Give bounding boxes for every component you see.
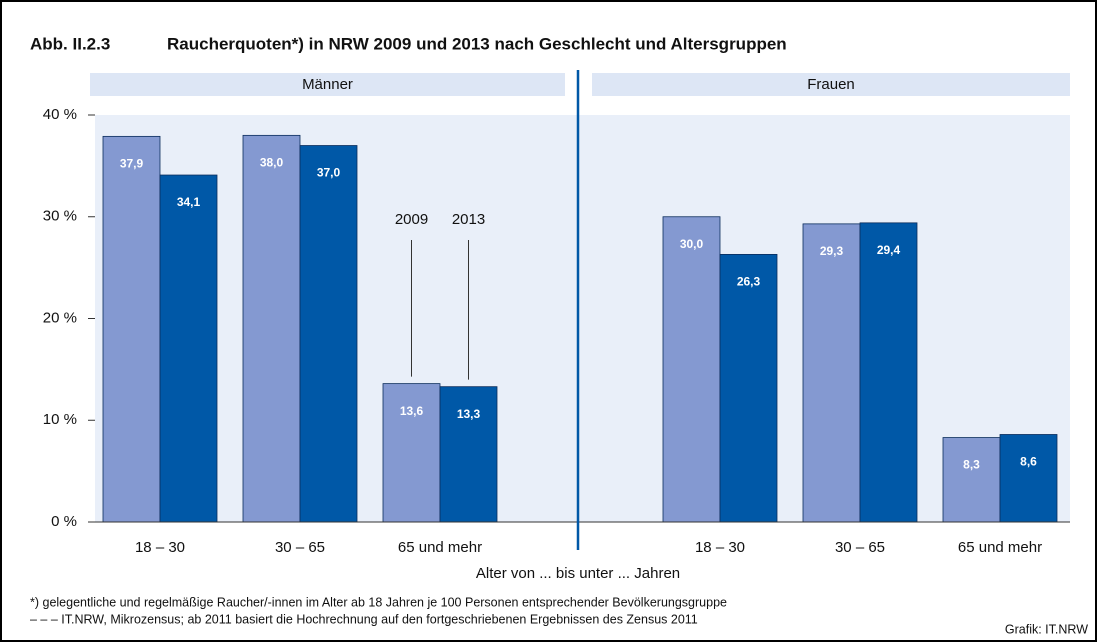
value-label: 29,3 — [820, 244, 844, 258]
legend-label: 2013 — [452, 211, 485, 228]
legend-label: 2009 — [395, 211, 428, 228]
value-label: 30,0 — [680, 237, 704, 251]
source: Grafik: IT.NRW — [1005, 622, 1088, 636]
bar — [439, 386, 498, 523]
panel-header — [90, 73, 565, 96]
x-tick-label: 30 – 65 — [835, 539, 885, 556]
value-label: 37,0 — [317, 166, 341, 180]
value-label: 38,0 — [260, 156, 284, 170]
value-label: 8,6 — [1020, 455, 1037, 469]
panel-header — [592, 73, 1070, 96]
plot-background — [95, 115, 1070, 522]
bar — [662, 216, 721, 523]
y-tick-label: 30 % — [43, 208, 77, 225]
value-label: 34,1 — [177, 195, 201, 209]
y-tick-label: 20 % — [43, 309, 77, 326]
value-label: 29,4 — [877, 243, 901, 257]
footnote: – – – IT.NRW, Mikrozensus; ab 2011 basie… — [30, 612, 698, 626]
panel-title: Frauen — [807, 76, 855, 93]
value-label: 13,6 — [400, 404, 424, 418]
figure-number: Abb. II.2.3 — [30, 34, 110, 53]
x-tick-label: 65 und mehr — [398, 539, 482, 556]
bar — [942, 437, 1001, 523]
bar — [242, 134, 301, 523]
bar — [802, 223, 861, 523]
chart-title: Raucherquoten*) in NRW 2009 und 2013 nac… — [167, 34, 787, 53]
y-tick-label: 10 % — [43, 411, 77, 428]
bar — [102, 135, 161, 523]
footnote: *) gelegentliche und regelmäßige Raucher… — [30, 595, 727, 609]
bar — [859, 222, 918, 523]
x-tick-label: 18 – 30 — [135, 539, 185, 556]
value-label: 8,3 — [963, 458, 980, 472]
x-tick-label: 65 und mehr — [958, 539, 1042, 556]
panel-title: Männer — [302, 76, 353, 93]
value-label: 37,9 — [120, 157, 144, 171]
y-tick-label: 40 % — [43, 106, 77, 123]
value-label: 13,3 — [457, 407, 481, 421]
x-tick-label: 18 – 30 — [695, 539, 745, 556]
bar — [719, 253, 778, 523]
bar — [999, 434, 1058, 523]
bar — [159, 174, 218, 523]
value-label: 26,3 — [737, 275, 761, 289]
x-tick-label: 30 – 65 — [275, 539, 325, 556]
x-axis-label: Alter von ... bis unter ... Jahren — [476, 565, 680, 582]
bar — [299, 145, 358, 523]
y-tick-label: 0 % — [51, 513, 77, 530]
